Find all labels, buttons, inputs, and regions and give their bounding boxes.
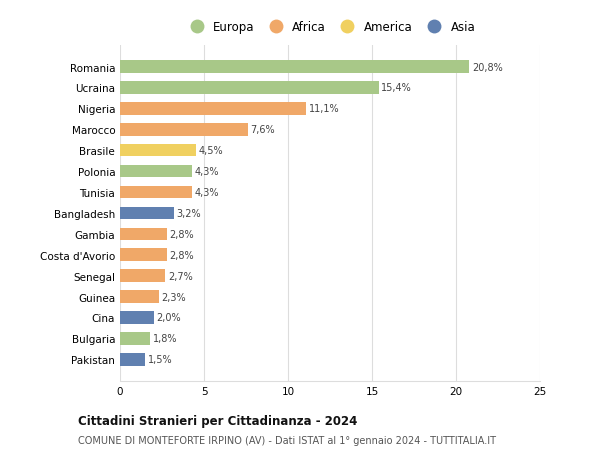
Text: 20,8%: 20,8% — [472, 62, 503, 73]
Bar — [120, 353, 145, 366]
Bar — [120, 145, 196, 157]
Text: 4,3%: 4,3% — [195, 188, 219, 197]
Text: 2,0%: 2,0% — [156, 313, 181, 323]
Bar — [120, 228, 167, 241]
Text: 2,3%: 2,3% — [161, 292, 186, 302]
Bar — [120, 103, 307, 115]
Text: 3,2%: 3,2% — [176, 208, 201, 218]
Text: 15,4%: 15,4% — [381, 83, 412, 93]
Text: 2,7%: 2,7% — [168, 271, 193, 281]
Text: 11,1%: 11,1% — [309, 104, 340, 114]
Bar — [120, 165, 192, 178]
Bar — [120, 124, 248, 136]
Text: Cittadini Stranieri per Cittadinanza - 2024: Cittadini Stranieri per Cittadinanza - 2… — [78, 414, 358, 428]
Text: 4,5%: 4,5% — [198, 146, 223, 156]
Bar — [120, 270, 166, 282]
Bar — [120, 207, 174, 220]
Bar — [120, 186, 192, 199]
Text: 1,8%: 1,8% — [153, 334, 177, 344]
Bar — [120, 82, 379, 95]
Text: 1,5%: 1,5% — [148, 354, 172, 364]
Legend: Europa, Africa, America, Asia: Europa, Africa, America, Asia — [182, 18, 478, 36]
Bar — [120, 332, 150, 345]
Text: 7,6%: 7,6% — [250, 125, 275, 135]
Text: 2,8%: 2,8% — [170, 250, 194, 260]
Bar — [120, 61, 469, 73]
Bar — [120, 249, 167, 262]
Text: 4,3%: 4,3% — [195, 167, 219, 177]
Text: COMUNE DI MONTEFORTE IRPINO (AV) - Dati ISTAT al 1° gennaio 2024 - TUTTITALIA.IT: COMUNE DI MONTEFORTE IRPINO (AV) - Dati … — [78, 435, 496, 445]
Bar — [120, 291, 158, 303]
Bar — [120, 312, 154, 324]
Text: 2,8%: 2,8% — [170, 230, 194, 239]
